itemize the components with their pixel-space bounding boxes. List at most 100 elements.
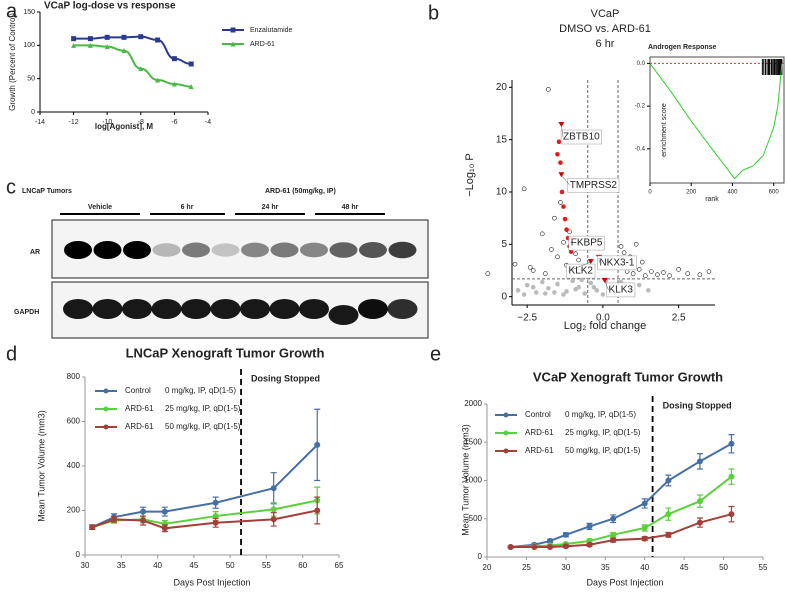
x-tick-label: -6 — [171, 119, 177, 126]
y-tick-label: 800 — [67, 372, 81, 381]
x-tick-label: 55 — [759, 563, 768, 572]
y-tick-label: 500 — [469, 514, 483, 523]
x-tick-label: 20 — [483, 563, 492, 572]
point — [543, 291, 548, 296]
gene-label: KLK3 — [608, 285, 633, 296]
marker — [547, 544, 554, 551]
point — [676, 267, 681, 272]
gene-label: KLK2 — [569, 266, 594, 277]
y-tick-label: 0 — [478, 552, 483, 561]
marker — [212, 499, 219, 506]
gene-label-box — [566, 263, 596, 279]
point — [512, 261, 518, 267]
gene-leader — [604, 280, 609, 291]
band — [63, 299, 93, 319]
marker — [89, 524, 96, 531]
legend-label: Enzalutamide — [250, 27, 293, 34]
point — [555, 152, 560, 157]
point — [552, 290, 557, 295]
point — [561, 239, 566, 245]
series-line — [73, 44, 192, 88]
blot-group: 6 hr — [181, 204, 194, 211]
marker — [161, 525, 168, 532]
point — [579, 277, 584, 283]
point — [546, 285, 551, 291]
blot-header: LNCaP Tumors — [22, 188, 72, 195]
marker — [171, 56, 177, 62]
panel-label: d — [6, 343, 17, 365]
marker — [547, 537, 554, 544]
marker — [531, 544, 538, 551]
legend-label: ARD-61 — [525, 428, 554, 437]
y-tick-label: 100 — [23, 42, 35, 49]
band — [92, 299, 123, 319]
band — [358, 299, 388, 319]
y-tick-label: 50 — [27, 76, 35, 83]
point — [562, 216, 568, 222]
x-tick-label: 35 — [601, 563, 610, 572]
legend-label: ARD-61 — [125, 404, 154, 413]
band — [388, 241, 417, 259]
point — [573, 287, 578, 292]
gene-point — [601, 277, 608, 283]
point — [667, 273, 672, 278]
x-axis-title: log[Agonist], M — [95, 122, 154, 131]
point — [636, 282, 642, 288]
point — [485, 271, 491, 276]
y-tick-label: 20 — [496, 82, 508, 93]
x-tick-label: 65 — [335, 561, 344, 570]
legend-label: ARD-61 — [125, 422, 154, 431]
x-axis-title: Days Post Injection — [173, 577, 250, 587]
western-blot: LNCaP Tumors ARD-61 (50mg/kg, IP) Vehicl… — [14, 188, 429, 339]
marker — [87, 42, 93, 48]
gene-label-box — [597, 255, 637, 271]
marker — [728, 473, 735, 480]
marker — [104, 44, 110, 50]
marker — [270, 506, 277, 513]
legend-marker — [103, 424, 109, 430]
point — [649, 269, 654, 274]
point — [539, 279, 545, 285]
point — [530, 284, 536, 290]
point — [524, 282, 530, 288]
panel-label: c — [6, 176, 16, 198]
band — [300, 242, 328, 258]
y-tick-label: 0 — [31, 109, 35, 116]
marker — [121, 34, 127, 40]
marker — [161, 508, 168, 515]
marker — [641, 500, 648, 507]
y-axis-title: Mean Tumor Volume (mm3) — [36, 410, 46, 522]
marker — [212, 513, 219, 520]
legend-marker — [230, 27, 236, 33]
x-tick-label: 400 — [727, 190, 738, 196]
point — [552, 215, 557, 221]
marker — [171, 81, 177, 87]
legend-marker — [503, 430, 509, 436]
marker — [104, 34, 110, 40]
point — [561, 204, 566, 209]
series-line — [91, 509, 318, 530]
gene-label-box — [568, 235, 605, 251]
y-tick-label: 600 — [67, 417, 81, 426]
marker — [507, 544, 514, 551]
marker — [111, 516, 118, 523]
y-tick-label: 0 — [501, 291, 507, 302]
point — [643, 273, 648, 278]
point — [555, 281, 560, 287]
marker — [188, 84, 194, 90]
y-tick-label: 0 — [76, 550, 81, 559]
point — [697, 272, 703, 277]
band — [122, 299, 152, 319]
point — [582, 291, 588, 296]
y-tick-label: 1500 — [464, 437, 482, 446]
point — [630, 271, 636, 276]
legend-marker — [230, 41, 236, 47]
point — [639, 259, 645, 265]
legend-dose: 50 mg/kg, IP, qD(1-5) — [165, 422, 241, 431]
marker — [140, 508, 147, 515]
x-tick-label: 30 — [81, 561, 90, 570]
marker — [696, 498, 703, 505]
marker — [138, 34, 144, 40]
marker — [696, 458, 703, 465]
